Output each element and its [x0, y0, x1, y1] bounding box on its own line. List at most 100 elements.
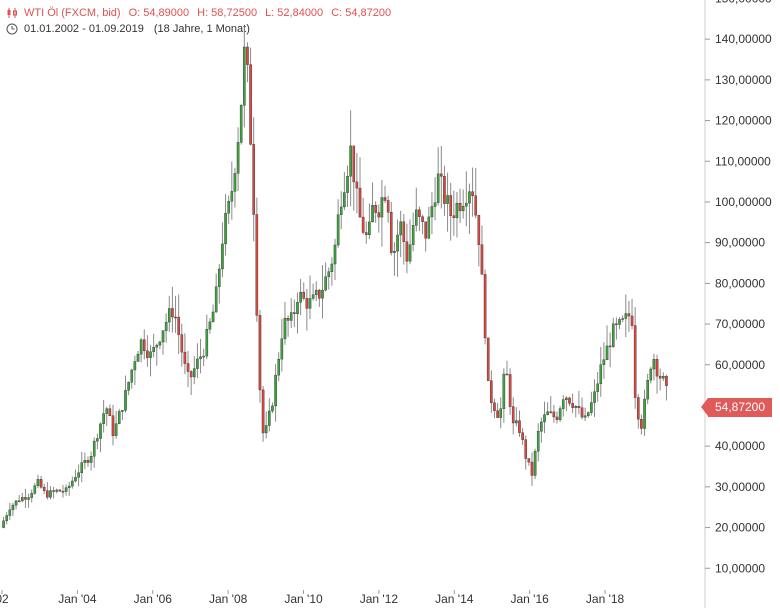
candle-body [543, 414, 546, 423]
candle-body [380, 197, 384, 218]
candle-body [46, 490, 49, 498]
x-tick-label: Jan '08 [209, 592, 248, 606]
candle-body [21, 497, 24, 502]
candle-body [540, 421, 543, 432]
y-tick-label: 40,00000 [715, 439, 765, 453]
candle-body [446, 195, 449, 204]
candle-body [52, 490, 55, 492]
candle-body [352, 145, 356, 183]
candle-body [211, 311, 215, 323]
y-tick-label: 140,00000 [715, 32, 772, 46]
candle-body [96, 438, 99, 442]
candle-body [580, 407, 584, 418]
candle-body [549, 411, 553, 413]
candle-body [277, 358, 281, 376]
candle-body [92, 440, 96, 457]
candle-body [255, 214, 259, 316]
candle-body [36, 479, 40, 486]
candle-body [230, 191, 234, 202]
y-tick-label: 20,00000 [715, 521, 765, 535]
candle-body [471, 191, 474, 196]
candlestick-chart-icon [6, 7, 18, 19]
y-tick-label: 80,00000 [715, 276, 765, 290]
candle-body [271, 405, 274, 412]
y-tick-label: 150,00000 [715, 0, 772, 5]
candle-body [136, 353, 140, 362]
candle-body [637, 397, 640, 420]
close-value: C: 54,87200 [331, 7, 392, 19]
candle-body [599, 364, 603, 385]
candle-body [183, 351, 187, 364]
candle-body [61, 491, 65, 493]
candle-body [449, 195, 452, 216]
candle-body [114, 423, 118, 436]
candle-body [221, 243, 224, 270]
candle-body [505, 373, 509, 376]
candle-body [349, 145, 352, 177]
candle-body [205, 329, 209, 357]
candle-body [252, 144, 255, 215]
candle-body [368, 221, 371, 235]
open-value: O: 54,89000 [128, 7, 190, 19]
candle-body [139, 339, 143, 355]
chart-header: WTI Öl (FXCM, bid) O: 54,89000 H: 58,725… [6, 5, 399, 37]
candle-body [77, 472, 80, 478]
duration: (18 Jahre, 1 Monat) [153, 23, 250, 35]
candle-body [658, 375, 662, 379]
candle-body [164, 321, 168, 331]
instrument-name: WTI Öl (FXCM, bid) [24, 7, 121, 19]
candle-body [64, 487, 68, 492]
candle-body [649, 368, 653, 381]
clock-icon [6, 23, 18, 35]
candle-body [455, 202, 459, 218]
candle-body [558, 408, 562, 420]
candle-body [346, 175, 349, 193]
candle-body [55, 489, 59, 492]
candle-body [343, 192, 346, 208]
candle-body [249, 64, 252, 145]
y-axis: 10,0000020,0000030,0000040,0000050,00000… [705, 0, 772, 575]
candle-body [458, 202, 462, 212]
candle-body [336, 214, 340, 246]
candle-body [615, 323, 618, 326]
candle-body [236, 142, 240, 174]
candle-body [80, 462, 84, 473]
x-tick-label: Jan '16 [511, 592, 550, 606]
candle-body [311, 294, 315, 299]
candle-body [486, 337, 490, 381]
candle-body [58, 489, 62, 492]
candle-body [433, 202, 437, 207]
x-tick-label: Jan '04 [58, 592, 97, 606]
candle-body [355, 181, 359, 189]
candle-body [640, 418, 643, 429]
candle-body [102, 413, 105, 425]
candle-body [193, 368, 196, 378]
candle-body [483, 274, 487, 339]
candle-body [621, 318, 624, 320]
candle-body [189, 371, 193, 378]
candle-body [590, 402, 593, 413]
x-axis: 02 Jan '04 Jan '06 Jan '08 Jan '10 Jan '12 Jan… [0, 590, 625, 606]
candle-body [321, 289, 324, 299]
candle-body [490, 380, 493, 403]
candle-body [339, 206, 343, 215]
candle-body [14, 500, 18, 506]
candle-body [646, 379, 649, 400]
candle-body [324, 276, 327, 291]
candle-body [408, 244, 412, 262]
candle-body [555, 416, 559, 420]
candle-body [174, 316, 177, 319]
candle-body [630, 315, 634, 326]
y-tick-label: 120,00000 [715, 114, 772, 128]
x-tick-label: Jan '14 [435, 592, 474, 606]
candle-body [361, 216, 365, 233]
candle-body [461, 206, 465, 212]
candle-body [171, 308, 174, 318]
candle-body [396, 234, 399, 252]
x-tick-label: Jan '18 [586, 592, 625, 606]
candle-body [33, 485, 37, 494]
candle-body [374, 205, 377, 213]
candle-body [27, 497, 30, 500]
candle-body [652, 359, 656, 370]
